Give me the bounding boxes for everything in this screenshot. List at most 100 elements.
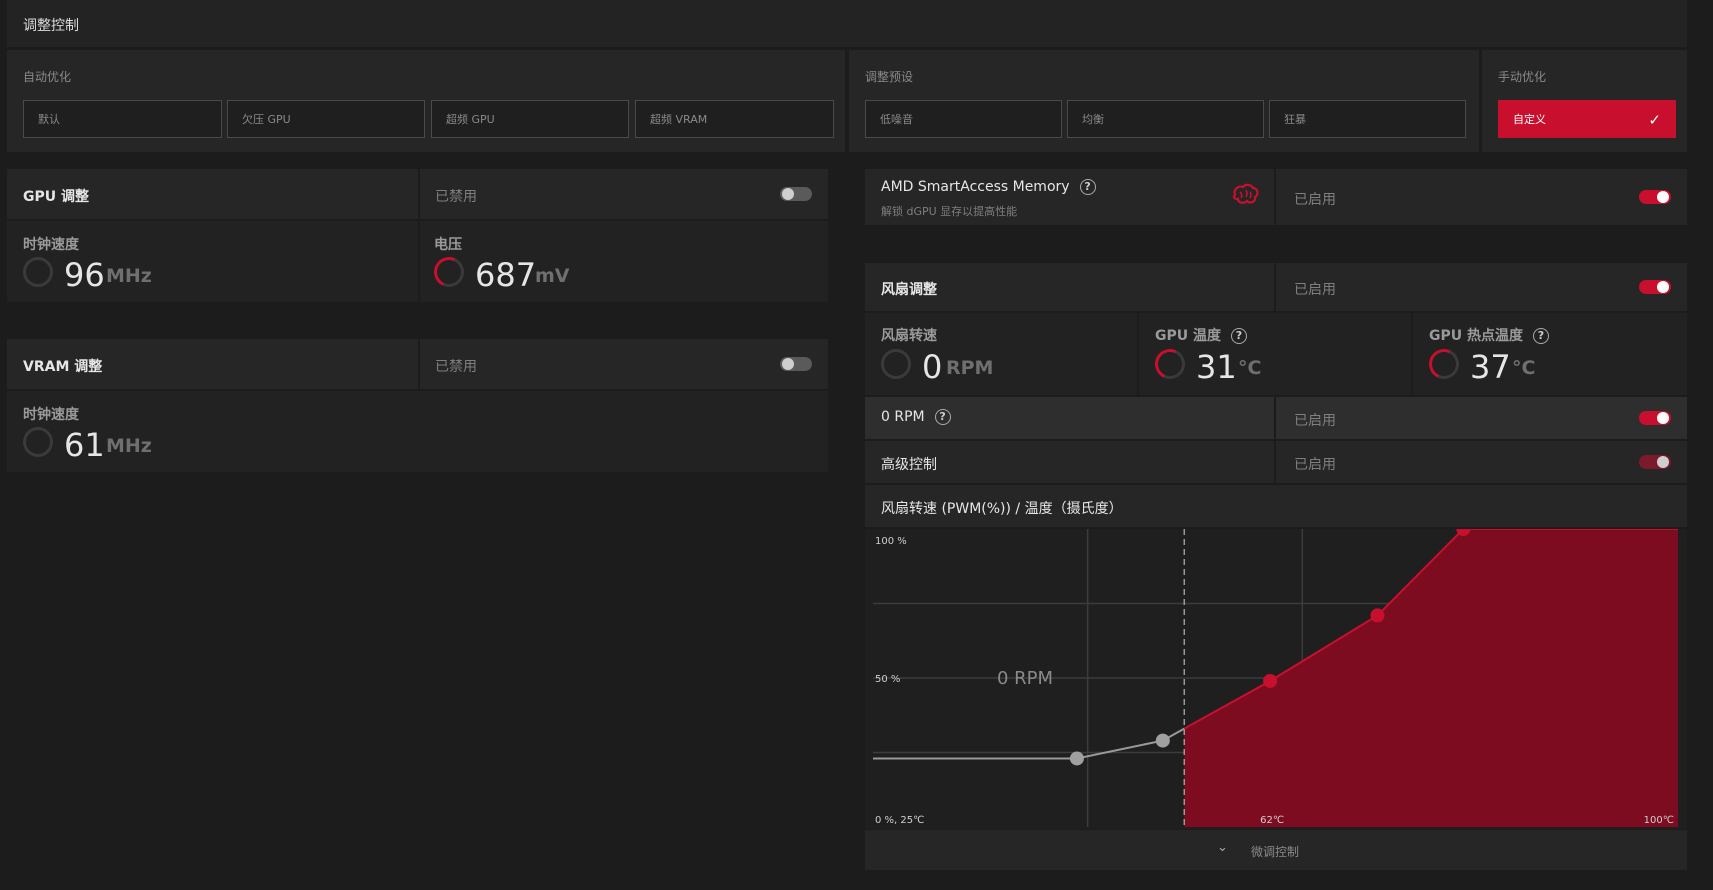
fine-tune-label: 微调控制 — [1251, 845, 1300, 859]
page-title: 调整控制 — [23, 18, 79, 34]
fan-speed-value: 0 — [922, 348, 943, 386]
smart-access-toggle-cell: 已启用 — [1276, 169, 1687, 225]
brain-icon — [1232, 183, 1259, 204]
gpu-voltage-gauge-icon — [429, 252, 469, 292]
fan-tuning-toggle[interactable] — [1639, 280, 1671, 294]
vram-tuning-toggle-cell: 已禁用 — [420, 339, 828, 389]
zero-rpm-toggle[interactable] — [1639, 411, 1671, 425]
gpu-tuning-state: 已禁用 — [435, 189, 477, 205]
zero-rpm-state: 已启用 — [1294, 413, 1336, 429]
fan-tuning-state: 已启用 — [1294, 282, 1336, 298]
fan-tuning-title: 风扇调整 — [881, 282, 937, 298]
fan-curve-area — [1184, 529, 1678, 827]
vram-clock-value: 61 — [64, 426, 105, 464]
gpu-voltage-unit: mV — [535, 265, 570, 287]
gpu-voltage-cell: 电压 687 mV — [420, 221, 828, 302]
gpu-clock-unit: MHz — [106, 265, 152, 287]
gpu-voltage-value: 687 — [475, 256, 537, 294]
fan-curve-point[interactable] — [1370, 608, 1385, 623]
chevron-down-icon: ⌄ — [1217, 840, 1228, 855]
zero-rpm-cell: 0 RPM? — [865, 397, 1274, 439]
rage-preset-button[interactable]: 狂暴 — [1269, 100, 1466, 138]
hotspot-temp-label: GPU 热点温度 — [1429, 328, 1523, 344]
y-tick-label: 100 % — [875, 536, 907, 547]
overclock-vram-button[interactable]: 超频 VRAM — [635, 100, 834, 138]
gpu-tuning-title: GPU 调整 — [23, 189, 89, 205]
gpu-clock-label: 时钟速度 — [23, 237, 79, 253]
quiet-preset-button[interactable]: 低噪音 — [865, 100, 1062, 138]
smart-access-cell: AMD SmartAccess Memory? 解锁 dGPU 显存以提高性能 — [865, 169, 1274, 225]
fan-speed-label: 风扇转速 — [881, 328, 937, 344]
gpu-clock-cell: 时钟速度 96 MHz — [7, 221, 418, 302]
gpu-tuning-header: GPU 调整 — [7, 169, 418, 219]
smart-access-subtitle: 解锁 dGPU 显存以提高性能 — [881, 205, 1018, 218]
smart-access-title: AMD SmartAccess Memory — [881, 179, 1070, 195]
vram-tuning-toggle[interactable] — [780, 357, 812, 371]
tuning-presets-label: 调整预设 — [865, 70, 914, 84]
help-icon[interactable]: ? — [1533, 327, 1549, 344]
x-tick-label: 62℃ — [1260, 815, 1284, 826]
fan-curve-chart[interactable]: 100 % 50 % 0 %, 25℃ 62℃ 100℃ 0 RPM — [865, 529, 1687, 829]
zero-rpm-label: 0 RPM — [881, 409, 925, 425]
vram-tuning-state: 已禁用 — [435, 359, 477, 375]
zero-rpm-toggle-cell: 已启用 — [1276, 397, 1687, 439]
fan-curve-point[interactable] — [1155, 733, 1170, 748]
x-tick-label: 100℃ — [1644, 815, 1674, 826]
fan-speed-unit: RPM — [946, 357, 994, 379]
vram-clock-label: 时钟速度 — [23, 407, 79, 423]
advanced-control-label: 高级控制 — [881, 457, 937, 473]
y-tick-label: 50 % — [875, 674, 900, 685]
fan-speed-cell: 风扇转速 0 RPM — [865, 313, 1137, 395]
gpu-temp-gauge-icon — [1150, 344, 1190, 384]
fan-tuning-header: 风扇调整 — [865, 263, 1274, 311]
fan-curve-point[interactable] — [1456, 529, 1471, 536]
hotspot-temp-gauge-icon — [1424, 344, 1464, 384]
fan-curve-point[interactable] — [1263, 673, 1278, 688]
smart-access-toggle[interactable] — [1639, 190, 1671, 204]
gpu-tuning-toggle[interactable] — [780, 187, 812, 201]
gpu-clock-gauge-icon — [23, 257, 53, 287]
fan-curve-point[interactable] — [1069, 751, 1084, 766]
check-icon: ✓ — [1648, 111, 1661, 129]
manual-tuning-label: 手动优化 — [1498, 70, 1547, 84]
custom-button[interactable]: 自定义 ✓ — [1498, 100, 1676, 138]
advanced-control-state: 已启用 — [1294, 457, 1336, 473]
hotspot-temp-cell: GPU 热点温度? 37 °C — [1413, 313, 1687, 395]
gpu-voltage-label: 电压 — [434, 237, 462, 253]
fan-curve-header: 风扇转速 (PWM(%)) / 温度（摄氏度） — [865, 485, 1687, 527]
hotspot-temp-unit: °C — [1512, 357, 1536, 379]
gpu-temp-value: 31 — [1196, 348, 1237, 386]
default-button[interactable]: 默认 — [23, 100, 222, 138]
smart-access-title-row: AMD SmartAccess Memory? — [881, 179, 1096, 195]
gpu-tuning-toggle-cell: 已禁用 — [420, 169, 828, 219]
custom-button-label: 自定义 — [1513, 113, 1546, 126]
advanced-control-toggle[interactable] — [1639, 455, 1671, 469]
undervolt-gpu-button[interactable]: 欠压 GPU — [227, 100, 425, 138]
hotspot-temp-value: 37 — [1470, 348, 1511, 386]
gpu-temp-cell: GPU 温度? 31 °C — [1139, 313, 1411, 395]
fine-tune-bar[interactable]: ⌄ 微调控制 — [865, 830, 1687, 870]
vram-clock-gauge-icon — [23, 427, 53, 457]
vram-tuning-title: VRAM 调整 — [23, 359, 103, 375]
fan-tuning-toggle-cell: 已启用 — [1276, 263, 1687, 311]
vram-clock-unit: MHz — [106, 435, 152, 457]
fan-speed-gauge-icon — [881, 349, 911, 379]
smart-access-state: 已启用 — [1294, 192, 1336, 208]
vram-clock-cell: 时钟速度 61 MHz — [7, 391, 828, 472]
fan-curve-inactive-line — [873, 727, 1185, 760]
zero-rpm-region-label: 0 RPM — [997, 668, 1053, 689]
fan-curve-title: 风扇转速 (PWM(%)) / 温度（摄氏度） — [881, 501, 1123, 517]
help-icon[interactable]: ? — [934, 409, 951, 425]
zero-rpm-label-row: 0 RPM? — [881, 409, 951, 425]
hotspot-temp-label-row: GPU 热点温度? — [1429, 325, 1549, 345]
help-icon[interactable]: ? — [1231, 327, 1247, 344]
advanced-control-toggle-cell: 已启用 — [1276, 441, 1687, 483]
gpu-temp-label: GPU 温度 — [1155, 328, 1221, 344]
gpu-temp-unit: °C — [1238, 357, 1262, 379]
x-tick-label: 0 %, 25℃ — [875, 815, 924, 826]
balanced-preset-button[interactable]: 均衡 — [1067, 100, 1264, 138]
vram-tuning-header: VRAM 调整 — [7, 339, 418, 389]
gpu-temp-label-row: GPU 温度? — [1155, 325, 1247, 345]
help-icon[interactable]: ? — [1079, 179, 1096, 195]
overclock-gpu-button[interactable]: 超频 GPU — [431, 100, 629, 138]
